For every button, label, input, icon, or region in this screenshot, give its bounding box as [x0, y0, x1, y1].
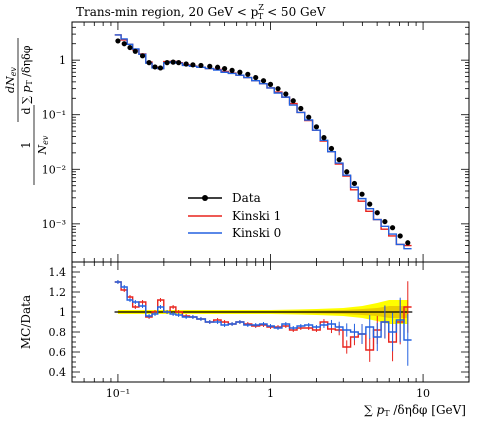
- data-point: [344, 169, 350, 175]
- data-point: [214, 64, 221, 70]
- data-point: [198, 62, 204, 69]
- data-point: [283, 91, 289, 97]
- data-point: [351, 180, 358, 187]
- data-point: [132, 48, 138, 54]
- data-point: [176, 60, 182, 66]
- data-point: [260, 78, 267, 84]
- x-tick-label: 10⁻¹: [106, 387, 130, 400]
- legend-label-data: Data: [232, 191, 261, 205]
- legend-item-kinski0: Kinski 0: [188, 226, 281, 240]
- data-point: [389, 225, 396, 231]
- data-point: [152, 64, 158, 70]
- legend: Data Kinski 1 Kinski 0: [188, 191, 281, 240]
- data-point: [139, 53, 146, 59]
- ratio-y-tick-label: 1: [59, 306, 66, 319]
- data-point: [146, 60, 152, 66]
- chart-title: Trans-min region, 20 GeV < pZ T < 50 GeV: [76, 3, 326, 21]
- svg-text:Nev: Nev: [36, 135, 50, 155]
- data-point: [221, 65, 228, 72]
- legend-label-kinski1: Kinski 1: [232, 209, 281, 223]
- svg-text:dNev: dNev: [4, 67, 18, 93]
- svg-text:1: 1: [19, 141, 33, 149]
- legend-item-kinski1: Kinski 1: [188, 209, 281, 223]
- data-point: [405, 240, 411, 246]
- ratio-y-tick-label: 1.2: [49, 286, 67, 299]
- data-point: [237, 69, 243, 75]
- data-point: [336, 157, 342, 163]
- legend-item-data: Data: [188, 191, 261, 205]
- data-point: [207, 63, 213, 69]
- x-axis-label: ∑ pT /δηδφ [GeV]: [364, 403, 466, 418]
- data-point: [313, 124, 320, 130]
- ratio-y-tick-label: 0.4: [49, 366, 67, 379]
- series-layer: [114, 34, 412, 366]
- data-point: [253, 74, 259, 81]
- x-tick-label: 10: [416, 387, 430, 400]
- ratio-y-tick-label: 0.6: [49, 346, 67, 359]
- data-point: [229, 67, 235, 73]
- x-tick-label: 1: [267, 387, 274, 400]
- data-point: [115, 38, 121, 44]
- ratio-y-tick-label: 1.4: [49, 266, 67, 279]
- data-point: [267, 81, 274, 87]
- data-point: [328, 145, 335, 152]
- y-tick-label: 10⁻¹: [42, 109, 66, 122]
- data-point: [397, 233, 403, 239]
- data-point: [298, 105, 304, 112]
- data-point: [127, 44, 133, 51]
- main-y-axis-label: 1 Nev dNev d ∑ pT /δηδφ: [4, 38, 50, 185]
- ratio-y-axis-label: MC/Data: [19, 295, 33, 349]
- data-point: [170, 59, 176, 65]
- data-point: [121, 41, 127, 47]
- ratio-y-tick-label: 0.8: [49, 326, 67, 339]
- data-point: [290, 98, 296, 104]
- data-point: [359, 191, 365, 197]
- data-point: [367, 201, 373, 207]
- axis-ticks: 10⁻¹ 1 10 10⁻³ 10⁻² 10⁻¹ 1 0.4 0.6 0.8 1 1.2 1.4: [42, 21, 470, 400]
- legend-label-kinski0: Kinski 0: [232, 226, 281, 240]
- data-point: [275, 86, 281, 92]
- y-tick-label: 10⁻³: [42, 218, 66, 231]
- data-point: [374, 210, 380, 216]
- data-point: [321, 135, 327, 141]
- ratio-series-kinski0: [114, 281, 412, 341]
- main-series-kinski0: [114, 34, 412, 250]
- data-point: [245, 71, 251, 77]
- data-point: [382, 218, 388, 225]
- y-tick-label: 10⁻²: [42, 163, 66, 176]
- uncertainty-band: [114, 300, 413, 324]
- data-point: [190, 62, 196, 68]
- data-point: [306, 114, 312, 120]
- data-point: [157, 65, 164, 71]
- svg-text:d ∑ pT /δηδφ: d ∑ pT /δηδφ: [20, 45, 34, 114]
- data-point: [164, 60, 170, 66]
- data-point: [183, 61, 189, 67]
- ratio-plot-frame: [71, 261, 470, 383]
- y-tick-label: 1: [59, 54, 66, 67]
